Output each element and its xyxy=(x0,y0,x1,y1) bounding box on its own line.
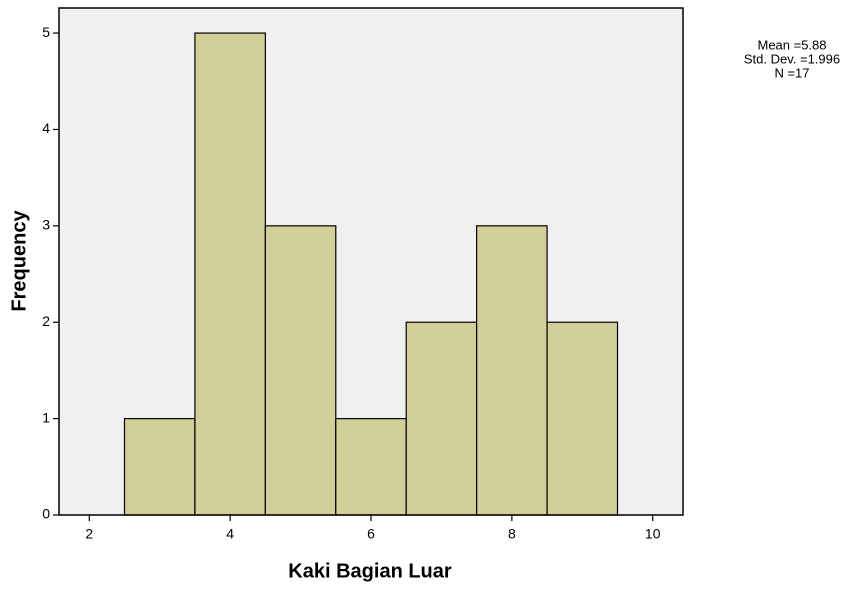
y-tick-label: 3 xyxy=(42,217,50,233)
y-tick-label: 2 xyxy=(42,313,50,329)
y-tick-label: 4 xyxy=(42,120,50,136)
bar xyxy=(405,321,478,516)
stat-annotation: Mean =5.88 xyxy=(757,37,826,52)
x-tick-label: 4 xyxy=(226,526,234,542)
x-tick-label: 2 xyxy=(85,526,93,542)
bar xyxy=(264,225,337,516)
bar xyxy=(335,418,407,516)
stat-annotation: Std. Dev. =1.996 xyxy=(744,51,840,66)
bar xyxy=(194,32,266,516)
y-tick-label: 0 xyxy=(42,506,50,522)
bar xyxy=(546,321,619,516)
y-tick-label: 5 xyxy=(42,24,50,40)
x-tick-label: 8 xyxy=(508,526,516,542)
stat-annotation: N =17 xyxy=(774,65,809,80)
bar xyxy=(476,225,548,516)
bar xyxy=(123,418,196,516)
x-tick-label: 6 xyxy=(367,526,375,542)
y-axis-title: Frequency xyxy=(8,210,30,312)
x-axis-title: Kaki Bagian Luar xyxy=(288,560,452,582)
x-tick-label: 10 xyxy=(645,526,661,542)
y-tick-label: 1 xyxy=(42,409,50,425)
